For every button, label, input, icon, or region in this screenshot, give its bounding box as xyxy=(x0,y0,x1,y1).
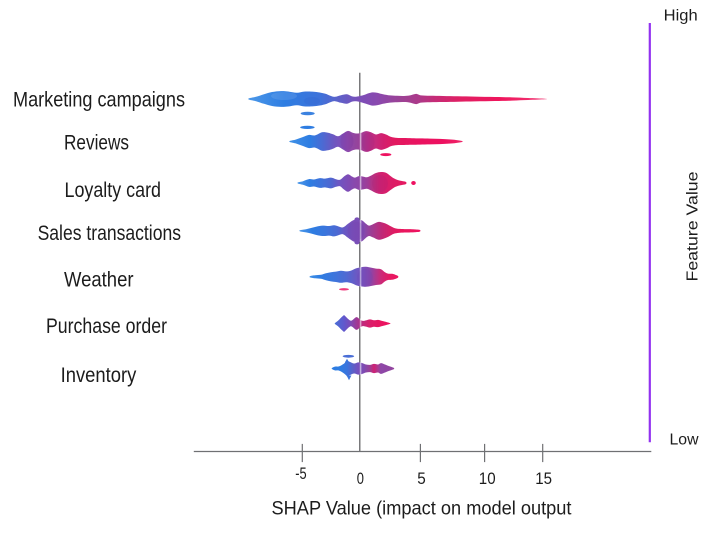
svg-text:Feature Value: Feature Value xyxy=(684,171,701,281)
svg-text:Reviews: Reviews xyxy=(64,130,129,154)
svg-text:Sales transactions: Sales transactions xyxy=(38,221,181,245)
svg-text:0: 0 xyxy=(357,470,364,488)
svg-text:SHAP Value (impact on model ou: SHAP Value (impact on model output xyxy=(272,497,573,519)
svg-text:High: High xyxy=(664,8,698,25)
svg-text:Low: Low xyxy=(670,431,699,448)
svg-text:15: 15 xyxy=(535,470,552,488)
svg-text:10: 10 xyxy=(479,470,496,488)
svg-text:Inventory: Inventory xyxy=(61,363,137,387)
svg-text:Purchase order: Purchase order xyxy=(46,314,167,338)
svg-text:Marketing campaigns: Marketing campaigns xyxy=(13,88,185,112)
svg-text:-5: -5 xyxy=(295,465,306,483)
svg-text:5: 5 xyxy=(417,470,426,488)
svg-text:Loyalty card: Loyalty card xyxy=(65,178,162,202)
svg-text:Weather: Weather xyxy=(64,267,134,291)
